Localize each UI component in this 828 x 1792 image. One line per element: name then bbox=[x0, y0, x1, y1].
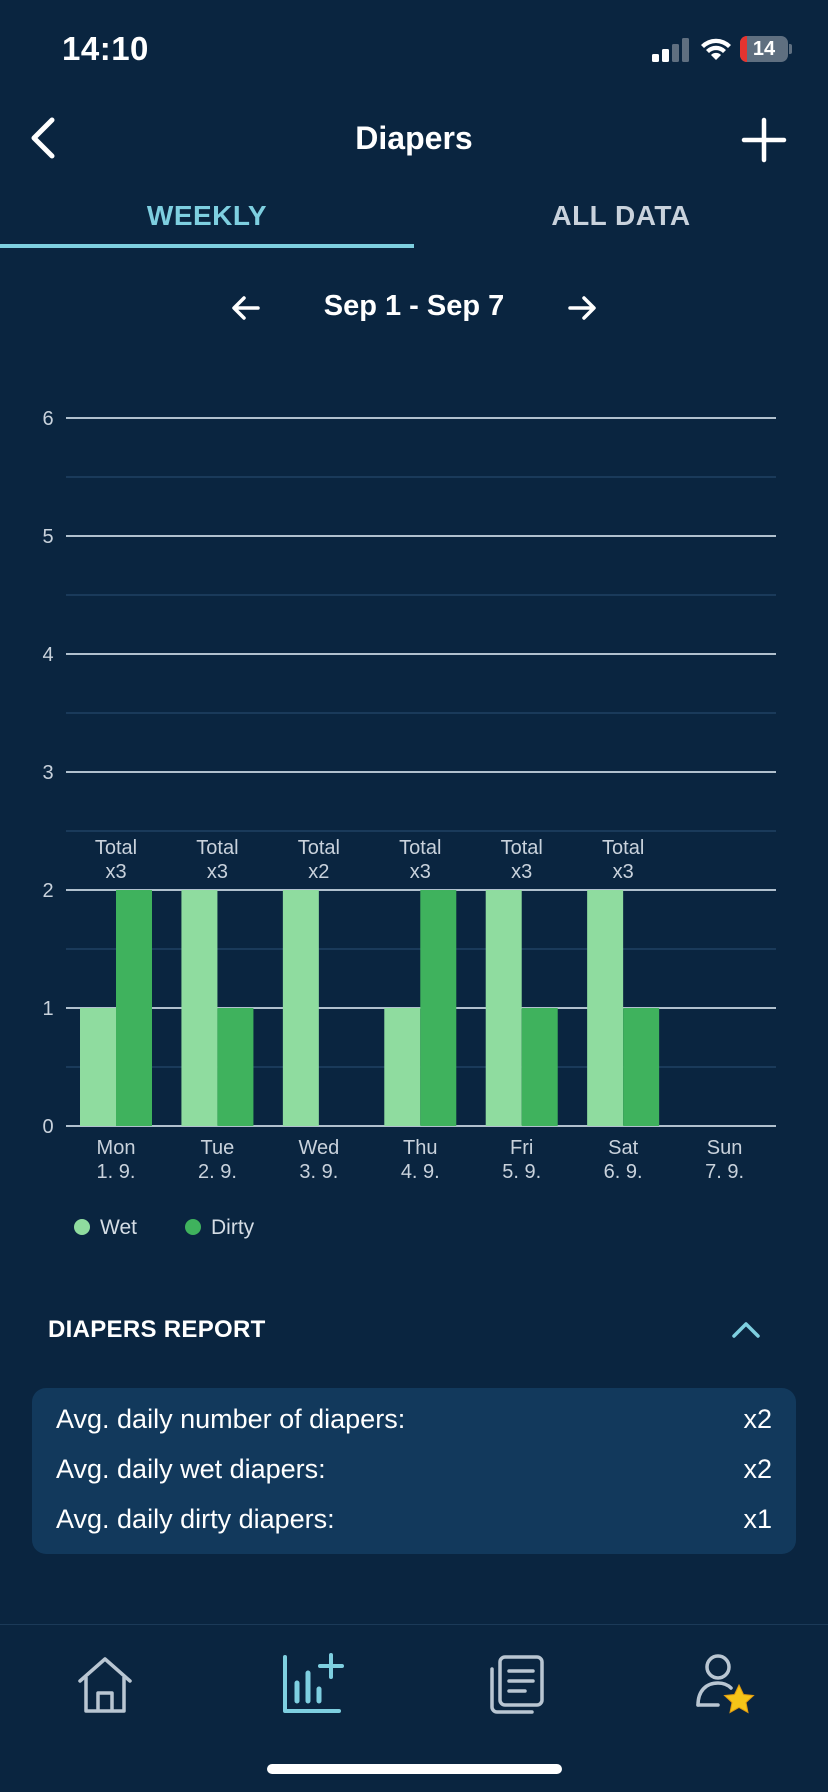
tab-all-data[interactable]: ALL DATA bbox=[551, 200, 691, 231]
report-header[interactable]: DIAPERS REPORT bbox=[48, 1310, 788, 1350]
status-bar: 14:10 14 bbox=[0, 0, 828, 100]
x-tick-date: 2. 9. bbox=[198, 1161, 237, 1183]
bar-wet bbox=[282, 890, 319, 1126]
battery-icon: 14 bbox=[740, 36, 792, 62]
total-label: x3 bbox=[410, 861, 431, 883]
report-label: Avg. daily dirty diapers: bbox=[56, 1504, 335, 1534]
report-value: x1 bbox=[743, 1504, 772, 1534]
y-tick-label: 6 bbox=[42, 408, 53, 430]
diapers-weekly-chart: 0 1 2 3 4 5 6 Mon 1. 9. Total x3 Tue 2. 9. Total x3 Wed… bbox=[0, 380, 828, 1260]
next-week-arrow-icon[interactable] bbox=[562, 288, 602, 328]
total-label: x2 bbox=[308, 861, 329, 883]
y-tick-label: 1 bbox=[42, 998, 53, 1020]
report-label: Avg. daily number of diapers: bbox=[56, 1404, 406, 1434]
total-label: Total bbox=[602, 837, 644, 859]
y-tick-label: 5 bbox=[42, 526, 53, 548]
chart-legend: Wet Dirty bbox=[74, 1208, 474, 1248]
report-row-dirty: Avg. daily dirty diapers: x1 bbox=[56, 1504, 772, 1544]
battery-tip bbox=[789, 44, 792, 54]
chevron-up-icon[interactable] bbox=[728, 1314, 764, 1344]
nav-header: Diapers bbox=[0, 100, 828, 180]
x-tick-label: Sun bbox=[707, 1137, 743, 1159]
week-range-label: Sep 1 - Sep 7 bbox=[323, 290, 505, 322]
y-tick-label: 0 bbox=[42, 1116, 53, 1138]
report-value: x2 bbox=[743, 1454, 772, 1484]
tab-weekly[interactable]: WEEKLY bbox=[146, 200, 268, 231]
bar-wet bbox=[587, 890, 624, 1126]
report-value: x2 bbox=[743, 1404, 772, 1434]
total-label: x3 bbox=[613, 861, 634, 883]
bar-dirty bbox=[521, 1008, 558, 1126]
status-time: 14:10 bbox=[62, 30, 149, 67]
x-tick-label: Tue bbox=[201, 1137, 235, 1159]
x-tick-date: 1. 9. bbox=[97, 1161, 136, 1183]
x-tick-date: 3. 9. bbox=[299, 1161, 338, 1183]
battery-body: 14 bbox=[740, 36, 788, 62]
tab-bar: WEEKLY ALL DATA bbox=[0, 188, 828, 248]
bar-dirty bbox=[217, 1008, 254, 1126]
articles-icon[interactable] bbox=[482, 1649, 552, 1719]
legend-dot-dirty bbox=[185, 1218, 201, 1235]
x-tick-label: Sat bbox=[608, 1137, 638, 1159]
x-tick-date: 5. 9. bbox=[502, 1161, 541, 1183]
previous-week-arrow-icon[interactable] bbox=[226, 288, 266, 328]
x-tick-label: Mon bbox=[97, 1137, 136, 1159]
back-button[interactable] bbox=[20, 114, 70, 164]
bar-wet bbox=[181, 890, 218, 1126]
profile-star-icon[interactable] bbox=[690, 1649, 760, 1719]
legend-label-wet: Wet bbox=[100, 1216, 137, 1239]
add-button[interactable] bbox=[740, 116, 788, 164]
active-tab-indicator bbox=[0, 244, 414, 248]
legend-item-wet: Wet bbox=[74, 1208, 137, 1248]
bar-dirty bbox=[623, 1008, 660, 1126]
total-label: x3 bbox=[511, 861, 532, 883]
bar-dirty bbox=[116, 890, 152, 1126]
report-row-total: Avg. daily number of diapers: x2 bbox=[56, 1404, 772, 1444]
report-card: Avg. daily number of diapers: x2 Avg. da… bbox=[32, 1388, 796, 1554]
x-tick-date: 4. 9. bbox=[401, 1161, 440, 1183]
total-label: Total bbox=[298, 837, 340, 859]
stats-add-icon[interactable] bbox=[277, 1649, 347, 1719]
bar-wet bbox=[485, 890, 522, 1126]
total-label: Total bbox=[501, 837, 543, 859]
x-tick-date: 6. 9. bbox=[604, 1161, 643, 1183]
x-tick-label: Wed bbox=[298, 1137, 339, 1159]
legend-item-dirty: Dirty bbox=[185, 1208, 254, 1248]
total-label: Total bbox=[196, 837, 238, 859]
x-tick-date: 7. 9. bbox=[705, 1161, 744, 1183]
battery-fill bbox=[740, 36, 747, 62]
total-label: x3 bbox=[105, 861, 126, 883]
x-tick-label: Fri bbox=[510, 1137, 533, 1159]
total-label: x3 bbox=[207, 861, 228, 883]
total-label: Total bbox=[95, 837, 137, 859]
y-tick-label: 4 bbox=[42, 644, 53, 666]
x-tick-label: Thu bbox=[403, 1137, 437, 1159]
report-title: DIAPERS REPORT bbox=[48, 1316, 266, 1343]
y-tick-label: 2 bbox=[42, 880, 53, 902]
report-row-wet: Avg. daily wet diapers: x2 bbox=[56, 1454, 772, 1494]
battery-percent: 14 bbox=[752, 38, 776, 60]
wifi-icon bbox=[701, 38, 731, 60]
report-label: Avg. daily wet diapers: bbox=[56, 1454, 326, 1484]
legend-dot-wet bbox=[74, 1218, 90, 1235]
legend-label-dirty: Dirty bbox=[211, 1216, 255, 1239]
page-title: Diapers bbox=[355, 120, 473, 156]
home-indicator bbox=[267, 1764, 562, 1774]
home-icon[interactable] bbox=[70, 1649, 140, 1719]
week-navigator: Sep 1 - Sep 7 bbox=[0, 280, 828, 336]
bar-wet bbox=[384, 1008, 421, 1126]
y-tick-label: 3 bbox=[42, 762, 53, 784]
bar-wet bbox=[80, 1008, 116, 1126]
cellular-signal-icon bbox=[652, 38, 689, 62]
bar-dirty bbox=[420, 890, 457, 1126]
total-label: Total bbox=[399, 837, 441, 859]
